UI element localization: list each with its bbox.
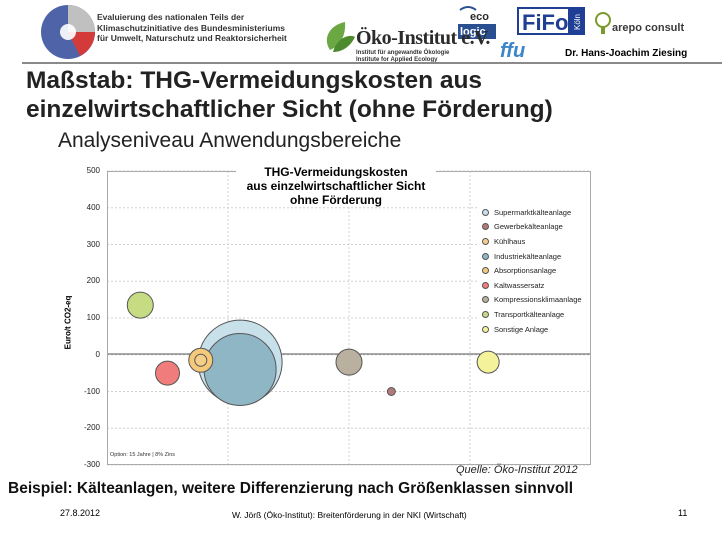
bubble-kompressionsklimaanlage (335, 348, 363, 376)
y-tick-label: -300 (83, 460, 100, 469)
y-tick-label: 500 (86, 166, 100, 175)
evaluation-pie-logo (41, 5, 95, 59)
header-divider (22, 62, 722, 64)
y-tick-label: 300 (86, 239, 100, 249)
legend-item: Absorptionsanlage (478, 263, 590, 278)
legend-marker (482, 223, 489, 231)
oeko-leaf-logo (326, 22, 355, 52)
legend-item: Supermarktkälteanlage (478, 205, 590, 220)
ecologic-text-2: logic (460, 26, 486, 38)
bubble-kaltwassersatz (155, 360, 180, 386)
y-tick-label: 200 (86, 276, 100, 286)
legend-label: Sonstige Anlage (494, 324, 549, 334)
oeko-institut-subtitle: Institut für angewandte Ökologie Institu… (356, 50, 450, 63)
fifo-logo: FiFo Köln (517, 7, 585, 35)
y-tick-label: -200 (83, 423, 100, 433)
arepo-logo: arepo consult (595, 12, 684, 34)
legend-item: Industriekälteanlage (478, 249, 590, 264)
ffu-text: ffu (500, 40, 525, 62)
bubble-gewerbekälteanlage (386, 387, 396, 396)
oeko-institut-logo-text: Öko-Institut e.V. Institut für angewandt… (356, 27, 490, 63)
ecologic-text-1: eco (470, 11, 489, 23)
chart-title: THG-Vermeidungskosten aus einzelwirtscha… (236, 165, 436, 207)
legend-item: Transportkälteanlage (478, 307, 590, 322)
footer-page-number: 11 (678, 508, 688, 518)
y-tick-label: 100 (86, 313, 100, 322)
evaluation-header-text: Evaluierung des nationalen Teils der Kli… (97, 12, 287, 43)
legend-marker (482, 237, 489, 245)
bubble-sonstige anlage (476, 350, 500, 374)
legend-label: Kaltwassersatz (494, 280, 545, 290)
example-statement: Beispiel: Kälteanlagen, weitere Differen… (8, 480, 574, 497)
legend-label: Transportkälteanlage (494, 309, 565, 319)
slide-title: Maßstab: THG-Vermeidungskosten aus einze… (26, 67, 553, 123)
footer-presenter: W. Jörß (Öko-Institut): Breitenförderung… (232, 510, 467, 520)
legend-item: Kühlhaus (478, 234, 590, 249)
y-axis-label: Euro/t CO2-eq (63, 295, 73, 350)
arepo-text: arepo consult (612, 22, 684, 34)
oeko-institut-title: Öko-Institut e.V. (356, 27, 490, 49)
legend-marker (482, 325, 489, 333)
y-tick-label: 0 (95, 349, 100, 359)
chart-option-note: Option: 15 Jahre | 8% Zins (110, 452, 176, 458)
source-note: Quelle: Öko-Institut 2012 (456, 464, 578, 476)
fifo-side-text: Köln (573, 14, 582, 30)
bubble-kühlhaus (194, 353, 208, 367)
ecologic-logo: eco logic (457, 4, 497, 40)
slide-subtitle: Analyseniveau Anwendungsbereiche (58, 129, 402, 152)
legend-marker (482, 281, 489, 289)
legend-label: Kühlhaus (494, 236, 526, 246)
fifo-text: FiFo (522, 10, 568, 35)
legend-marker (482, 296, 489, 304)
chart-legend: Supermarktkälteanlage Gewerbekälteanlage K… (478, 205, 590, 337)
chart-bubbles (126, 291, 500, 406)
legend-item: Kompressionsklimaanlage (478, 293, 590, 308)
y-tick-label: 400 (86, 202, 100, 212)
legend-label: Kompressionsklimaanlage (494, 295, 582, 305)
legend-marker (482, 252, 489, 260)
legend-label: Gewerbekälteanlage (494, 222, 563, 232)
footer-date: 27.8.2012 (60, 508, 101, 518)
author-name: Dr. Hans-Joachim Ziesing (565, 48, 688, 59)
legend-item: Kaltwassersatz (478, 278, 590, 293)
legend-marker (482, 267, 489, 275)
legend-label: Absorptionsanlage (494, 266, 557, 276)
legend-marker (482, 208, 489, 216)
bubble-transportkälteanlage (126, 291, 154, 319)
legend-item: Sonstige Anlage (478, 322, 590, 337)
ffu-logo: ffu (500, 40, 525, 62)
legend-item: Gewerbekälteanlage (478, 220, 590, 235)
legend-label: Supermarktkälteanlage (494, 207, 572, 217)
legend-label: Industriekälteanlage (494, 251, 562, 261)
y-tick-label: -100 (83, 386, 100, 396)
legend-marker (482, 310, 489, 318)
